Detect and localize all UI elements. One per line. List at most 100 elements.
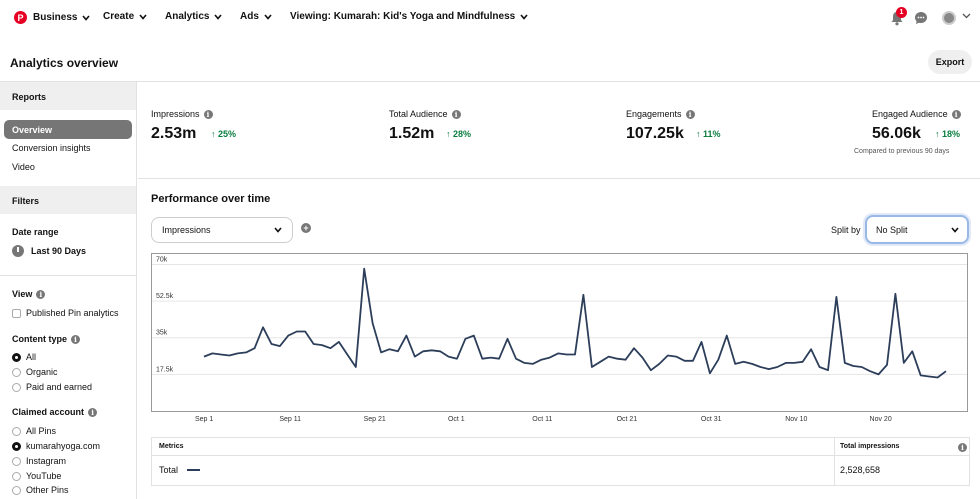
content-type-paid-radio[interactable]: Paid and earned [12, 382, 92, 392]
add-metric-icon[interactable]: + [301, 223, 311, 233]
x-tick-label: Sep 1 [195, 416, 214, 423]
metrics-divider [138, 178, 980, 179]
clock-icon [12, 245, 24, 257]
claimed-account-option: All Pins [26, 426, 57, 436]
x-tick-label: Sep 11 [279, 416, 301, 423]
content-type-organic-radio[interactable]: Organic [12, 367, 58, 377]
sidebar-item-video[interactable]: Video [12, 162, 35, 172]
info-icon[interactable]: i [951, 109, 961, 119]
metric-change: ↑ 25% [211, 129, 236, 139]
metric-engaged-audience: Engaged Audience i 56.06k ↑ 18% [872, 109, 961, 142]
series-line-total [203, 267, 947, 379]
top-nav: P Business Create Analytics Ads Viewing:… [0, 0, 980, 38]
series-legend-swatch [187, 469, 200, 471]
content-type-option: Organic [26, 367, 58, 377]
radio-icon [12, 485, 21, 495]
claimed-account-instagram-radio[interactable]: Instagram [12, 456, 66, 466]
metric-change-value: 11% [703, 129, 721, 139]
metric-value: 56.06k [872, 125, 921, 142]
radio-icon [12, 456, 21, 466]
metric-dropdown[interactable]: Impressions [151, 217, 293, 243]
page-title: Analytics overview [10, 56, 119, 70]
business-menu-label: Business [33, 12, 78, 23]
account-switcher[interactable]: Viewing: Kumarah: Kid's Yoga and Mindful… [290, 11, 528, 22]
claimed-account-label-text: Claimed account [12, 407, 85, 417]
date-range-label: Date range [12, 227, 59, 237]
filters-heading: Filters [0, 186, 136, 214]
chevron-down-icon [82, 14, 91, 21]
metrics-column-header: Metrics [159, 443, 184, 450]
table-divider [834, 438, 835, 485]
table-row-value: 2,528,658 [840, 465, 881, 475]
chevron-down-icon[interactable] [962, 13, 971, 19]
info-icon[interactable]: i [71, 334, 80, 344]
messages-icon[interactable] [914, 11, 928, 25]
claimed-account-option: Other Pins [26, 485, 69, 495]
arrow-up-icon: ↑ [696, 129, 704, 139]
metric-change: ↑ 28% [446, 129, 471, 139]
metrics-table: Metrics Total impressions i Total 2,528,… [151, 437, 970, 486]
x-tick-label: Oct 21 [616, 416, 638, 423]
info-icon[interactable]: i [203, 109, 213, 119]
table-row-label: Total [159, 465, 179, 475]
analytics-menu[interactable]: Analytics [165, 11, 223, 22]
split-by-dropdown[interactable]: No Split [865, 215, 969, 244]
x-tick-label: Nov 10 [785, 416, 808, 423]
published-pin-analytics-label: Published Pin analytics [26, 308, 119, 318]
split-by-label: Split by [831, 225, 861, 235]
analytics-menu-label: Analytics [165, 11, 210, 22]
sidebar-item-conversion-insights[interactable]: Conversion insights [12, 143, 91, 153]
claimed-account-youtube-radio[interactable]: YouTube [12, 471, 61, 481]
header-divider [0, 81, 980, 82]
radio-selected-icon [12, 441, 21, 451]
metric-change: ↑ 18% [935, 129, 960, 139]
metric-label: Engagements [626, 109, 682, 119]
sidebar: Reports Overview Conversion insights Vid… [0, 82, 137, 499]
sidebar-item-overview[interactable]: Overview [4, 120, 132, 139]
performance-chart: 70k 52.5k 35k 17.5k [151, 253, 968, 412]
compared-note: Compared to previous 90 days [854, 148, 950, 155]
radio-icon [12, 426, 21, 436]
metric-value: 107.25k [626, 125, 684, 142]
x-tick-label: Oct 11 [532, 416, 553, 423]
published-pin-analytics-checkbox[interactable]: Published Pin analytics [12, 308, 119, 318]
claimed-account-all-pins-radio[interactable]: All Pins [12, 426, 56, 436]
chart-canvas: 70k 52.5k 35k 17.5k [152, 256, 967, 379]
info-icon[interactable]: i [958, 443, 967, 452]
date-range-selector[interactable]: Last 90 Days [12, 245, 86, 257]
ads-menu[interactable]: Ads [240, 11, 272, 22]
total-impressions-column-header: Total impressions [840, 443, 900, 450]
chevron-down-icon [520, 13, 528, 20]
chevron-down-icon [139, 13, 147, 20]
content-type-label-text: Content type [12, 334, 67, 344]
chevron-down-icon [274, 227, 282, 233]
info-icon[interactable]: i [36, 289, 46, 299]
claimed-account-kumarahyoga-radio[interactable]: kumarahyoga.com [12, 441, 100, 451]
metric-engagements: Engagements i 107.25k ↑ 11% [626, 109, 721, 142]
metric-label: Impressions [151, 109, 200, 119]
notification-badge: 1 [896, 7, 907, 18]
radio-icon [12, 471, 21, 481]
info-icon[interactable]: i [685, 109, 695, 119]
content-type-all-radio[interactable]: All [12, 352, 36, 362]
x-tick-label: Oct 31 [700, 416, 722, 423]
content-type-label: Content type i [12, 334, 80, 344]
export-button[interactable]: Export [928, 50, 972, 74]
create-menu[interactable]: Create [103, 11, 147, 22]
create-menu-label: Create [103, 11, 135, 22]
business-menu[interactable]: P Business [14, 11, 91, 24]
claimed-account-option: YouTube [26, 471, 62, 481]
arrow-up-icon: ↑ [446, 129, 454, 139]
content-type-option: Paid and earned [26, 382, 93, 392]
metric-dropdown-value: Impressions [162, 225, 211, 235]
avatar[interactable] [942, 11, 956, 25]
metric-value: 2.53m [151, 125, 197, 142]
claimed-account-other-pins-radio[interactable]: Other Pins [12, 485, 69, 495]
info-icon[interactable]: i [88, 407, 98, 417]
radio-selected-icon [12, 352, 21, 362]
reports-heading: Reports [0, 82, 136, 110]
info-icon[interactable]: i [451, 109, 461, 119]
arrow-up-icon: ↑ [935, 129, 943, 139]
claimed-account-option: kumarahyoga.com [26, 441, 101, 451]
x-tick-label: Sep 21 [363, 416, 386, 423]
